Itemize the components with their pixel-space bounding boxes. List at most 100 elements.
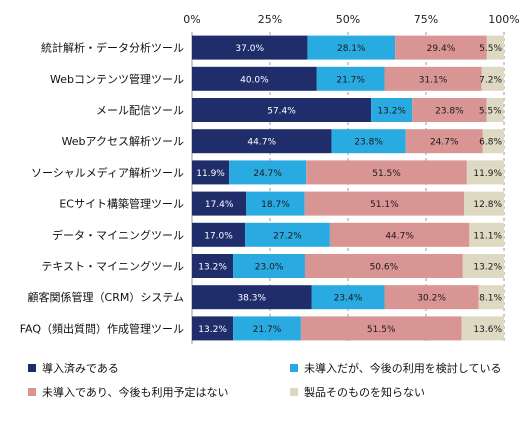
data-label: 13.2% — [198, 325, 227, 335]
bar-segment — [192, 35, 308, 60]
data-label: 11.1% — [473, 231, 502, 241]
bar-segment — [384, 66, 482, 91]
bar-segment — [246, 191, 305, 216]
x-tick-label: 0% — [183, 13, 200, 26]
category-label: 顧客関係管理（CRM）システム — [28, 290, 184, 304]
bar-segment — [307, 35, 396, 60]
bar-segment — [192, 191, 247, 216]
bars: 37.0% 28.1% 29.4% 5.5% 40.0% 21.7% 31.1% 7.2% 57… — [192, 35, 504, 341]
x-tick-label: 100% — [488, 13, 519, 26]
data-label: 38.3% — [237, 294, 266, 304]
data-label: 31.1% — [419, 75, 448, 85]
bar-segment — [300, 316, 462, 341]
data-label: 23.0% — [255, 263, 284, 273]
data-label: 51.1% — [370, 200, 399, 210]
bar-segment — [384, 285, 479, 310]
legend-label: 製品そのものを知らない — [304, 385, 425, 399]
bar-segment — [405, 129, 483, 154]
data-label: 30.2% — [417, 294, 446, 304]
data-label: 23.4% — [334, 294, 363, 304]
bar-segment — [316, 66, 385, 91]
bar-segment — [233, 254, 305, 278]
x-tick-label: 50% — [336, 13, 360, 26]
bar-segment — [192, 98, 372, 122]
bar-segment — [478, 285, 504, 310]
legend-label: 導入済みである — [42, 361, 119, 375]
category-label: FAQ（頻出質問）作成管理ツール — [20, 321, 184, 335]
data-label: 23.8% — [435, 107, 464, 117]
data-label: 18.7% — [261, 200, 290, 210]
category-label: テキスト・マイニングツール — [41, 259, 184, 273]
x-axis-ticks: 0% 25% 50% 75% 100% — [183, 13, 519, 26]
data-label: 11.9% — [473, 169, 502, 179]
data-label: 6.8% — [479, 138, 502, 148]
data-label: 13.2% — [473, 263, 502, 273]
data-label: 13.6% — [473, 325, 502, 335]
bar-segment — [192, 316, 234, 341]
data-label: 50.6% — [370, 263, 399, 273]
bar-segment — [192, 160, 230, 185]
bar-segment — [371, 98, 413, 122]
bar-segment — [192, 254, 234, 278]
data-label: 5.5% — [479, 107, 502, 117]
legend: 導入済みである 未導入だが、今後の利用を検討している未導入であり、今後も利用予定は… — [28, 361, 501, 399]
bar-segment — [466, 160, 504, 185]
legend-label: 未導入であり、今後も利用予定はない — [42, 385, 228, 399]
legend-swatch — [28, 388, 36, 396]
bar-segment — [486, 35, 504, 60]
category-label: データ・マイニングツール — [52, 228, 184, 242]
data-label: 17.0% — [204, 231, 233, 241]
bar-segment — [482, 129, 504, 154]
bar-segment — [192, 285, 312, 310]
category-label: ソーシャルメディア解析ツール — [31, 165, 184, 179]
data-label: 24.7% — [430, 138, 459, 148]
x-tick-label: 75% — [414, 13, 438, 26]
data-label: 44.7% — [385, 231, 414, 241]
data-label: 51.5% — [372, 169, 401, 179]
data-label: 23.8% — [354, 138, 383, 148]
data-label: 13.2% — [198, 263, 227, 273]
bar-segment — [461, 316, 504, 341]
data-label: 7.2% — [479, 75, 502, 85]
bar-segment — [192, 66, 317, 91]
bar-segment — [331, 129, 406, 154]
category-label: 統計解析・データ分析ツール — [41, 41, 184, 55]
data-label: 37.0% — [235, 44, 264, 54]
bar-segment — [395, 35, 487, 60]
bar-segment — [245, 222, 330, 247]
bar-segment — [304, 254, 463, 278]
bar-segment — [462, 254, 504, 278]
bar-segment — [192, 129, 332, 154]
data-label: 13.2% — [377, 107, 406, 117]
bar-segment — [412, 98, 487, 122]
bar-segment — [233, 316, 301, 341]
bar-segment — [304, 191, 465, 216]
bar-segment — [481, 66, 504, 91]
bar-segment — [464, 191, 504, 216]
data-label: 40.0% — [240, 75, 269, 85]
data-label: 11.9% — [196, 169, 225, 179]
legend-label: 未導入だが、今後の利用を検討している — [304, 361, 501, 375]
data-label: 5.5% — [479, 44, 502, 54]
category-label: メール配信ツール — [96, 104, 184, 117]
data-label: 57.4% — [267, 107, 296, 117]
bar-segment — [311, 285, 385, 310]
bar-segment — [486, 98, 504, 122]
bar-segment — [329, 222, 470, 247]
bar-segment — [306, 160, 467, 185]
legend-swatch — [28, 364, 36, 372]
data-label: 8.1% — [479, 294, 502, 304]
bar-segment — [229, 160, 307, 185]
data-label: 21.7% — [253, 325, 282, 335]
data-label: 24.7% — [253, 169, 282, 179]
data-label: 28.1% — [337, 44, 366, 54]
category-label: Webアクセス解析ツール — [62, 134, 184, 148]
data-label: 12.8% — [473, 200, 502, 210]
x-tick-label: 25% — [258, 13, 282, 26]
data-label: 51.5% — [367, 325, 396, 335]
category-label: ECサイト構築管理ツール — [59, 197, 184, 211]
data-label: 27.2% — [273, 231, 302, 241]
data-label: 17.4% — [205, 200, 234, 210]
